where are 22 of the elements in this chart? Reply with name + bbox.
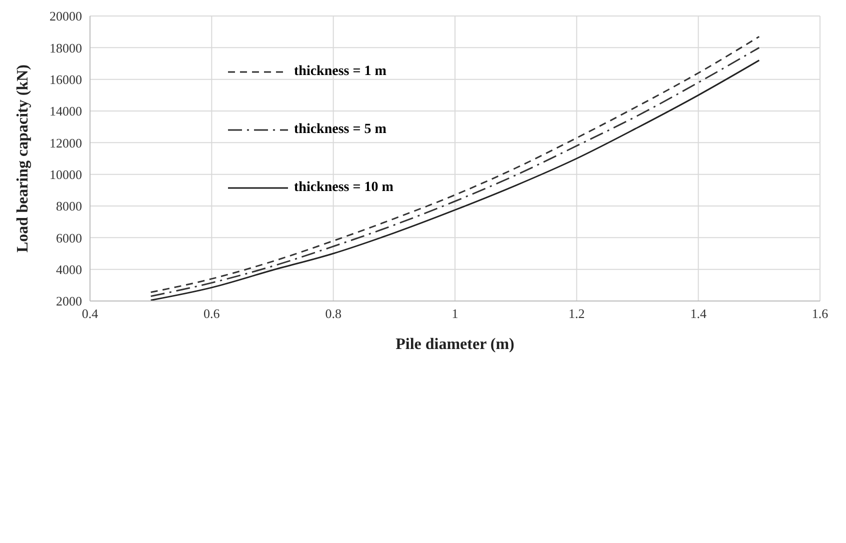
y-tick-label: 8000 (56, 198, 82, 214)
y-tick-label: 2000 (56, 294, 82, 309)
y-tick-label: 10000 (50, 166, 82, 182)
legend-label: thickness = 10 m (294, 180, 394, 196)
x-tick-label: 1.2 (568, 306, 585, 322)
x-tick-label: 1.4 (690, 306, 707, 322)
x-tick-label: 1.6 (812, 306, 829, 322)
x-tick-label: 0.8 (325, 306, 342, 322)
y-tick-label: 18000 (50, 40, 82, 56)
legend-label: thickness = 1 m (294, 64, 386, 80)
y-tick-label: 4000 (56, 262, 82, 277)
y-tick-label: 14000 (50, 104, 82, 119)
x-axis-title: Pile diameter (m) (396, 336, 514, 353)
y-tick-label: 16000 (50, 72, 82, 87)
x-tick-label: 1 (452, 306, 458, 322)
legend-label: thickness = 5 m (294, 122, 386, 138)
y-axis-title: Load bearing capacity (kN) (14, 64, 32, 252)
y-tick-label: 12000 (50, 135, 82, 150)
x-tick-label: 0.6 (204, 306, 220, 322)
y-tick-label: 20000 (50, 8, 82, 24)
y-tick-label: 6000 (56, 230, 82, 246)
x-tick-label: 0.4 (82, 306, 99, 322)
